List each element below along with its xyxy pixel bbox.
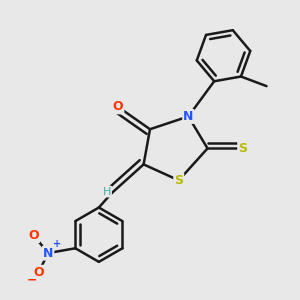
Text: O: O: [113, 100, 123, 113]
Text: N: N: [183, 110, 194, 123]
Text: +: +: [53, 239, 61, 249]
Text: N: N: [43, 247, 53, 260]
Text: H: H: [103, 187, 111, 196]
Text: S: S: [238, 142, 247, 155]
Text: −: −: [26, 274, 37, 287]
Text: O: O: [33, 266, 44, 279]
Text: O: O: [28, 229, 39, 242]
Text: S: S: [174, 174, 183, 187]
